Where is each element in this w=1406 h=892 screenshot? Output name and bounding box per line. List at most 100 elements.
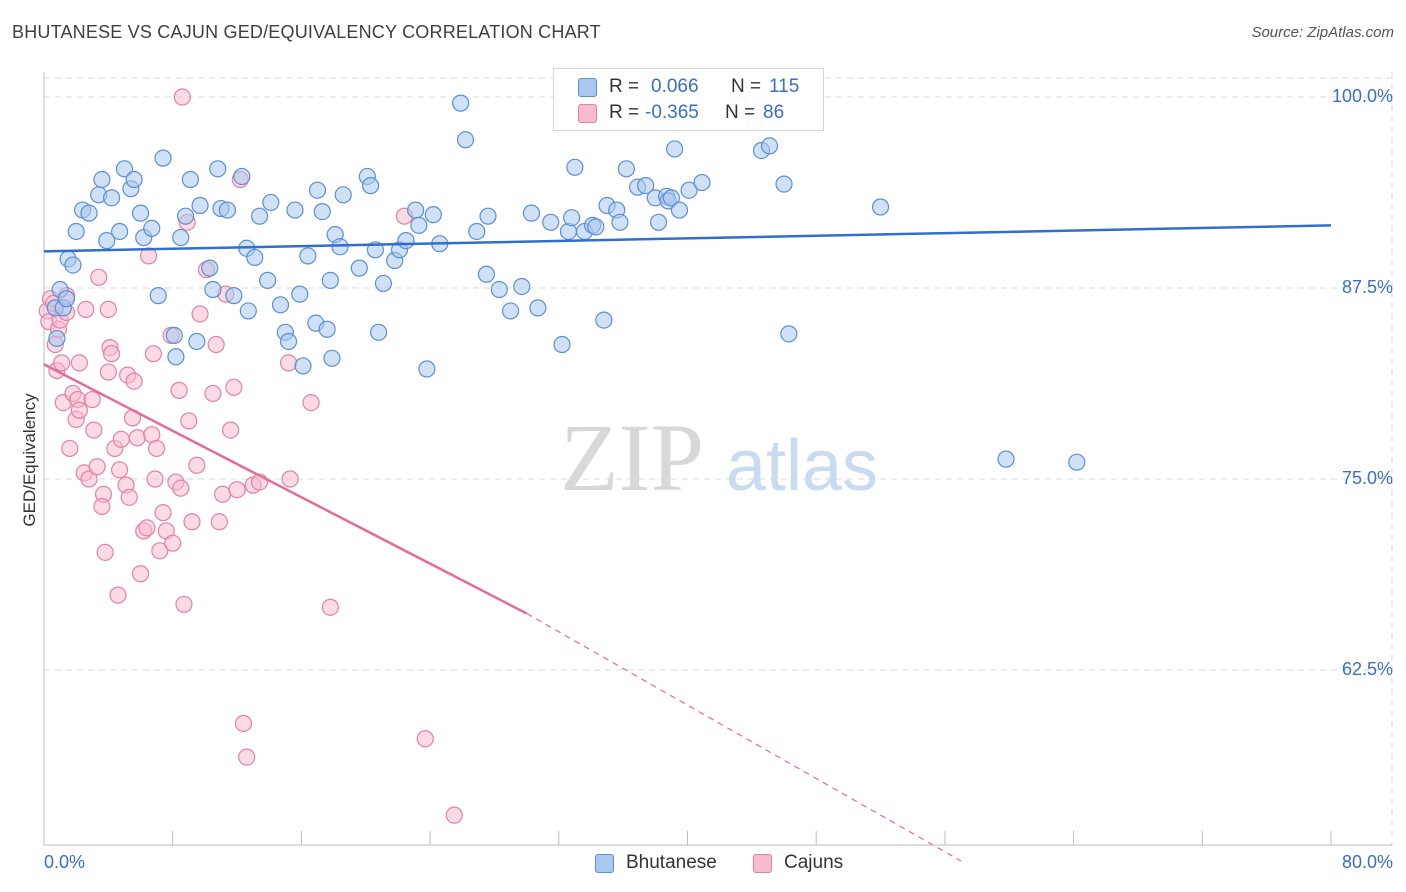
cajuns-point [225,378,243,396]
bhutanese-point [424,206,442,224]
legend-swatch-pink [578,103,597,123]
cajuns-point [128,429,146,447]
bhutanese-point [670,201,689,219]
cajuns-point [183,513,201,531]
bhutanese-point [176,207,195,225]
bhutanese-point [262,193,280,212]
y-axis-label: GED/Equivalency [20,393,39,527]
cajuns-point [222,421,240,439]
y-tick-label: 100.0% [1331,86,1393,106]
bhutanese-point [181,170,199,189]
bhutanese-point [780,325,798,343]
cajuns-point [77,300,95,318]
bhutanese-point [587,218,605,236]
bhutanese-point [67,222,85,241]
cajuns-point [131,565,150,583]
cajuns-point [188,456,206,474]
bhutanese-point [250,207,269,225]
legend-r-value: 0.066 [651,76,699,97]
bhutanese-point [760,137,779,155]
bhutanese-point [125,170,143,189]
cajuns-point [228,481,246,499]
bhutanese-point [167,348,185,366]
legend-n-label: N = [731,76,762,97]
x-tick-label-max: 80.0% [1341,852,1393,872]
bhutanese-point [452,94,470,112]
cajuns-point [85,421,103,439]
cajuns-point [180,412,198,430]
bhutanese-point [80,204,98,222]
bhutanese-point [595,311,613,329]
bhutanese-point [294,357,312,375]
cajuns-point [416,730,434,748]
bhutanese-point [191,196,209,215]
cajuns-point [61,439,79,458]
cajuns-point [173,88,191,106]
bhutanese-point [48,329,66,348]
legend-r-label: R = [609,102,640,123]
bhutanese-point [172,228,190,247]
cajuns-point [191,305,209,323]
bhutanese-point [662,189,681,207]
bhutanese-point [407,201,425,219]
bhutanese-point [149,287,167,305]
bhutanese-point [334,186,352,204]
source-label: Source: ZipAtlas.com [1251,24,1394,41]
cajuns-point [144,345,162,363]
bhutanese-point [279,332,298,351]
cajuns-point [70,354,88,372]
cajuns-point [234,714,253,733]
x-tick-label-min: 0.0% [44,852,86,872]
legend-n-value: 115 [769,76,800,97]
bhutanese-point [209,160,227,178]
bhutanese-point [501,302,520,320]
cajuns-point [90,268,108,286]
y-tick-label: 62.5% [1341,659,1393,679]
cajuns-point [164,534,182,552]
bhutanese-point [115,160,134,178]
bhutanese-point [374,274,393,293]
bhutanese-point [318,320,336,338]
bhutanese-point [218,201,236,219]
bhutanese-point [299,247,317,265]
bottom-legend-swatch-pink [753,853,772,873]
bhutanese-point [370,323,388,341]
bhutanese-point [188,332,206,351]
bhutanese-point [111,222,129,241]
cajuns-point [281,470,299,488]
legend-swatch-blue [578,77,597,97]
bhutanese-point [271,296,290,314]
bhutanese-point [165,326,183,344]
cajuns-point [148,439,166,458]
bhutanese-point [323,349,341,367]
cajuns-point [99,363,117,381]
bottom-legend-label-bhutanese: Bhutanese [626,852,717,873]
legend-r-label: R = [609,76,640,97]
bhutanese-point [201,259,219,277]
bhutanese-point [291,285,309,303]
bhutanese-point [649,213,668,231]
bhutanese-point [131,204,150,222]
bhutanese-point [98,232,116,250]
legend: R = 0.066 N = 115 R = -0.365 N = 86 [553,68,824,131]
bhutanese-points [46,94,1086,471]
bhutanese-point [490,280,508,299]
bottom-legend-bhutanese: Bhutanese [595,852,717,874]
bhutanese-point [57,290,76,308]
cajuns-point [80,470,98,488]
bhutanese-point [1068,453,1086,471]
bhutanese-point [331,238,349,256]
bhutanese-point [693,173,711,192]
bhutanese-point [321,271,339,289]
cajuns-point [207,335,225,354]
watermark-atlas: atlas [726,426,878,506]
cajuns-point [102,345,121,363]
cajuns-point [175,595,193,613]
bhutanese-point [418,360,436,378]
bottom-legend-label-cajuns: Cajuns [784,852,844,873]
cajuns-point [70,401,88,419]
cajuns-point [154,504,172,522]
cajuns-point [112,430,130,448]
bottom-legend-swatch-blue [595,853,614,873]
axis-layer [43,72,1392,846]
